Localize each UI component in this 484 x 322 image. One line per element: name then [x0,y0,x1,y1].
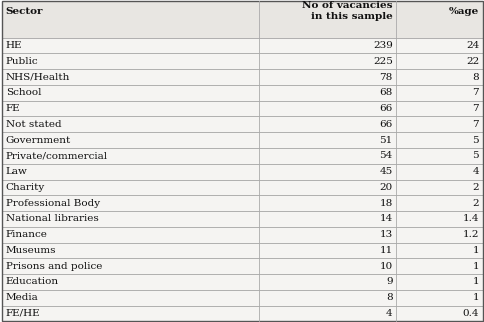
Text: 9: 9 [385,278,392,287]
Text: 2: 2 [471,183,478,192]
Bar [2,242,482,258]
Text: Professional Body: Professional Body [6,199,100,208]
Bar [2,164,482,180]
Text: No of vacancies
in this sample: No of vacancies in this sample [302,1,392,21]
Text: Not stated: Not stated [6,120,61,129]
Text: 5: 5 [471,151,478,160]
Text: 0.4: 0.4 [462,309,478,318]
Text: 1.2: 1.2 [462,230,478,239]
Text: 24: 24 [465,41,478,50]
Bar [2,1,482,38]
Text: 68: 68 [378,88,392,97]
Text: 1: 1 [471,278,478,287]
Text: 7: 7 [471,120,478,129]
Bar [2,211,482,227]
Text: 22: 22 [465,57,478,66]
Text: 1: 1 [471,246,478,255]
Text: 8: 8 [471,72,478,81]
Text: Museums: Museums [6,246,56,255]
Text: 7: 7 [471,104,478,113]
Text: FE/HE: FE/HE [6,309,40,318]
Bar [2,195,482,211]
Text: School: School [6,88,41,97]
Bar [2,132,482,148]
Text: 78: 78 [378,72,392,81]
Text: FE: FE [6,104,20,113]
Text: 8: 8 [385,293,392,302]
Bar [2,290,482,306]
Bar [2,180,482,195]
Text: Finance: Finance [6,230,47,239]
Text: Law: Law [6,167,28,176]
Text: 225: 225 [372,57,392,66]
Text: National libraries: National libraries [6,214,98,223]
Bar [2,101,482,117]
Text: 54: 54 [378,151,392,160]
Text: Prisons and police: Prisons and police [6,262,102,271]
Text: Charity: Charity [6,183,45,192]
Text: 66: 66 [378,104,392,113]
Text: %age: %age [448,6,478,15]
Bar [2,38,482,53]
Text: HE: HE [6,41,22,50]
Text: 18: 18 [378,199,392,208]
Text: 51: 51 [378,136,392,145]
Bar [2,117,482,132]
Bar [2,53,482,69]
Text: Public: Public [6,57,38,66]
Bar [2,258,482,274]
Bar [2,306,482,321]
Text: 1: 1 [471,262,478,271]
Bar [2,85,482,101]
Text: 4: 4 [471,167,478,176]
Text: 1.4: 1.4 [462,214,478,223]
Text: 66: 66 [378,120,392,129]
Text: Education: Education [6,278,59,287]
Text: 13: 13 [378,230,392,239]
Text: 4: 4 [385,309,392,318]
Text: 7: 7 [471,88,478,97]
Text: 239: 239 [372,41,392,50]
Bar [2,148,482,164]
Text: 10: 10 [378,262,392,271]
Text: Sector: Sector [6,6,43,15]
Bar [2,69,482,85]
Text: Government: Government [6,136,71,145]
Text: 11: 11 [378,246,392,255]
Text: 20: 20 [378,183,392,192]
Text: 2: 2 [471,199,478,208]
Text: NHS/Health: NHS/Health [6,72,70,81]
Text: Private/commercial: Private/commercial [6,151,108,160]
Text: 1: 1 [471,293,478,302]
Text: 45: 45 [378,167,392,176]
Bar [2,227,482,242]
Text: Media: Media [6,293,39,302]
Text: 14: 14 [378,214,392,223]
Text: 5: 5 [471,136,478,145]
Bar [2,274,482,290]
